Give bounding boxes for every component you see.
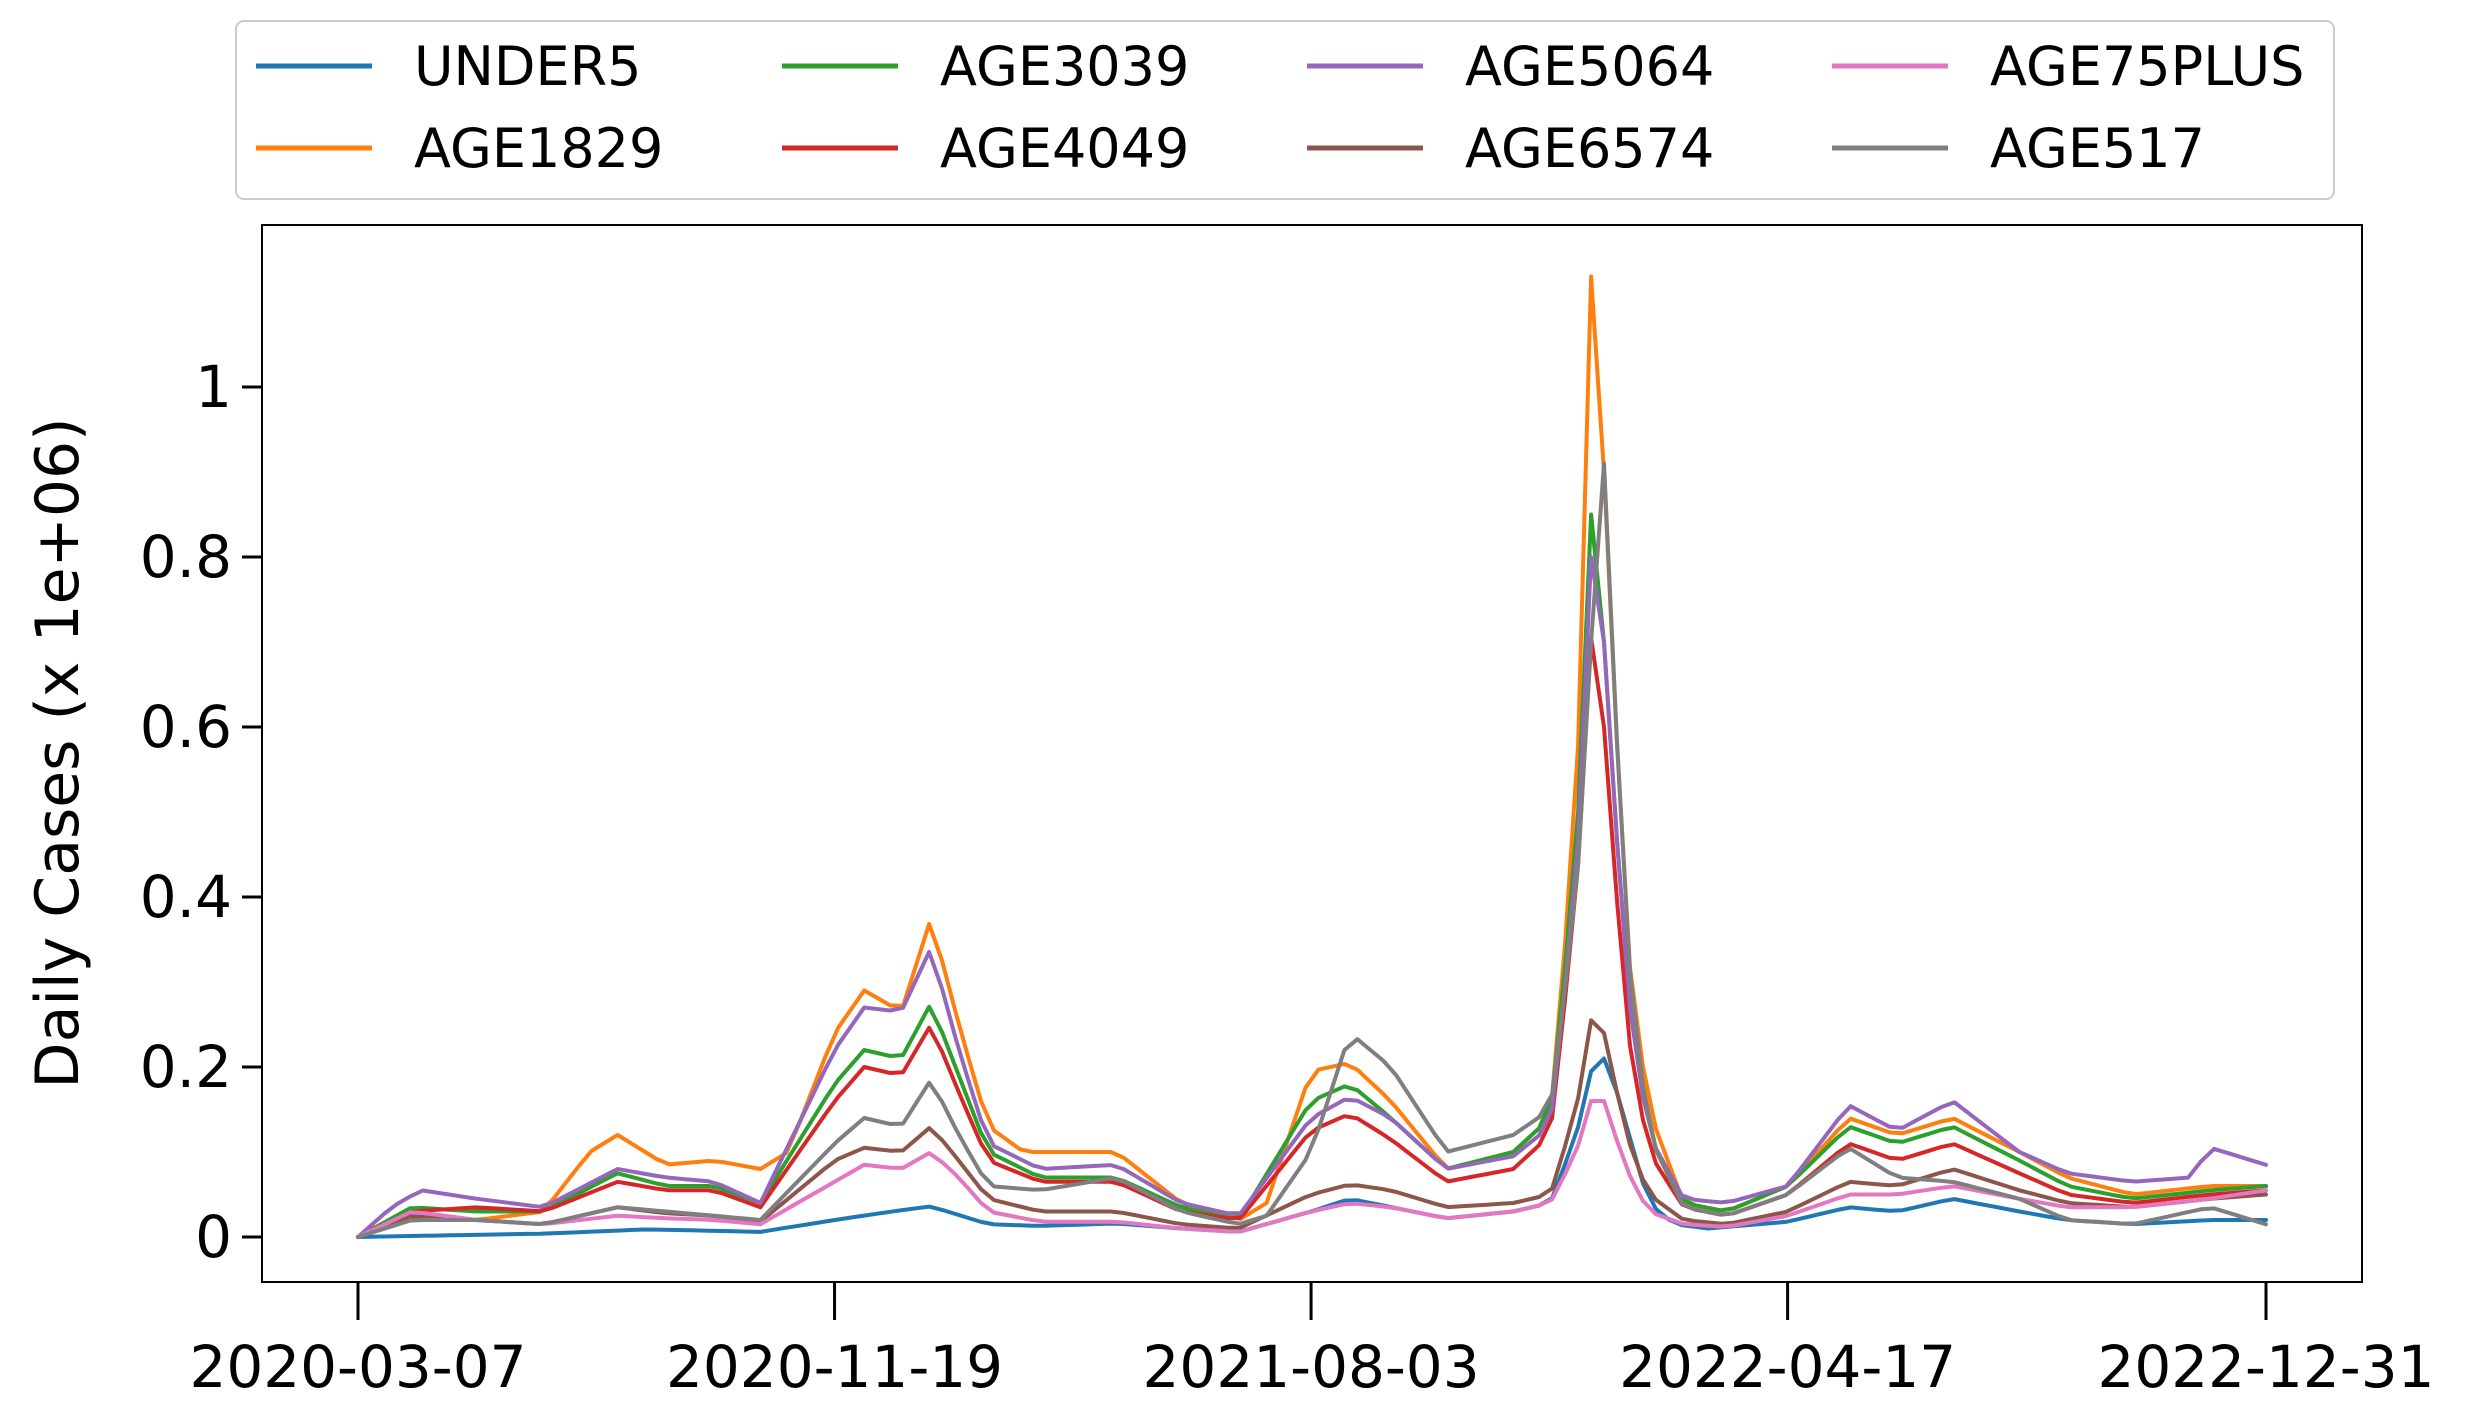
- y-tick-label: 0.6: [140, 693, 232, 761]
- legend-label-age6574: AGE6574: [1465, 117, 1714, 180]
- series-line-age5064: [356, 555, 2268, 1239]
- series-layer: [356, 274, 2268, 1239]
- legend-label-age517: AGE517: [1990, 117, 2205, 180]
- legend-label-under5: UNDER5: [414, 35, 642, 98]
- y-tick-label: 0.2: [140, 1033, 232, 1101]
- series-line-age517: [356, 461, 2268, 1239]
- x-tick-label: 2020-11-19: [666, 1333, 1003, 1401]
- legend-label-age75plus: AGE75PLUS: [1990, 35, 2304, 98]
- legend-label-age4049: AGE4049: [940, 117, 1189, 180]
- legend-label-age3039: AGE3039: [940, 35, 1189, 98]
- plot-area-frame: [261, 224, 2363, 1283]
- y-axis-label: Daily Cases (x 1e+06): [23, 417, 93, 1088]
- legend-label-age5064: AGE5064: [1465, 35, 1714, 98]
- legend-label-age1829: AGE1829: [414, 117, 663, 180]
- x-tick-label: 2020-03-07: [189, 1333, 526, 1401]
- y-tick-label: 1: [195, 353, 232, 421]
- series-line-age3039: [356, 512, 2268, 1239]
- y-tick-label: 0.4: [140, 863, 232, 931]
- legend-box: [235, 20, 2335, 200]
- axes: 0 0.2 0.4 0.6 0.8 1 2020-03-07 2020-11-19 2021-0…: [140, 353, 2435, 1401]
- x-tick-label: 2022-04-17: [1619, 1333, 1956, 1401]
- x-tick-label: 2021-08-03: [1143, 1333, 1480, 1401]
- legend: UNDER5 AGE1829 AGE3039 AGE4049 AGE5064 AGE657…: [235, 20, 2335, 200]
- y-tick-label: 0: [195, 1203, 232, 1271]
- series-line-age4049: [356, 635, 2268, 1239]
- x-tick-label: 2022-12-31: [2097, 1333, 2434, 1401]
- y-tick-label: 0.8: [140, 523, 232, 591]
- series-line-age75plus: [356, 1099, 2268, 1239]
- series-line-age1829: [356, 274, 2268, 1239]
